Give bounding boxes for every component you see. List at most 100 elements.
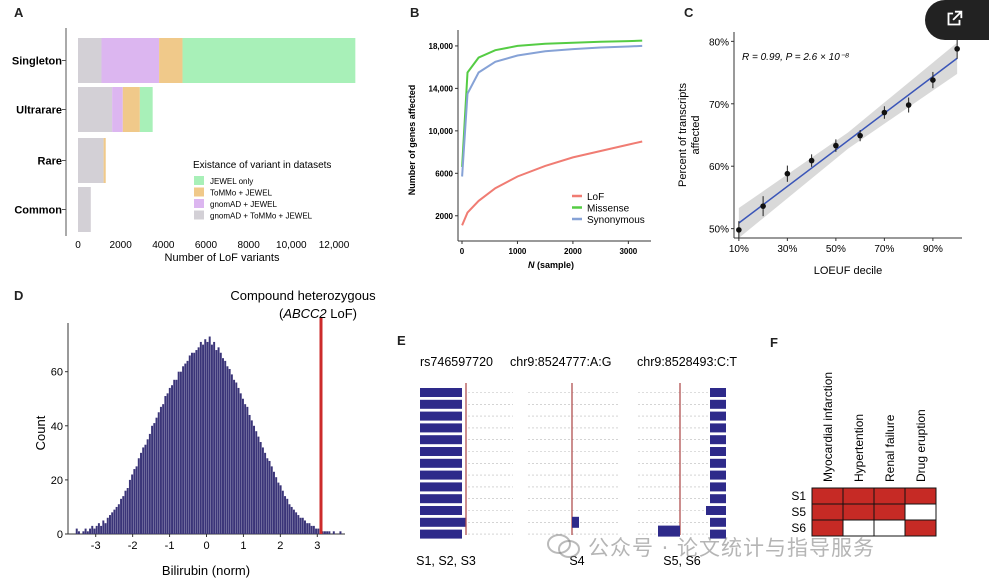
panel-d-histogram-bar (295, 512, 298, 534)
panel-d-x-tick-label: -1 (165, 540, 175, 552)
panel-f-column-label: Drug eruption (914, 409, 928, 482)
panel-b-y-tick-label: 14,000 (429, 84, 454, 93)
panel-d-histogram-bar (328, 531, 331, 534)
panel-d-histogram-bar (197, 347, 200, 534)
panel-d-histogram-bar (248, 414, 251, 534)
panel-a-bar-segment (182, 38, 356, 83)
panel-f-heatmap-cell (842, 487, 875, 505)
panel-d-histogram-bar (162, 404, 165, 534)
panel-f-row-label: S5 (791, 505, 806, 519)
panel-d-histogram-bar (261, 447, 264, 534)
watermark-text: 公众号 · 论文统计与指导服务 (588, 536, 876, 560)
panel-d-histogram-bar (95, 525, 98, 534)
panel-c-scatter-chart: 50% 60% 70% 80% 10% 30% 50% 70% 90% LOEUF decile P… (677, 32, 962, 277)
panel-f-heatmap-cell (811, 503, 844, 521)
panel-a-category-label: Ultrarare (16, 105, 62, 117)
panel-d-histogram-bar (195, 350, 198, 534)
panel-d-histogram-bar (272, 471, 275, 534)
panel-d-histogram-bar (144, 444, 147, 534)
panel-a-x-tick-label: 12,000 (319, 240, 350, 251)
panel-c-x-tick-label: 50% (826, 244, 846, 255)
panel-d-histogram-bar (190, 352, 193, 534)
panel-c-letter: C (684, 5, 694, 20)
panel-d-histogram-bar (219, 352, 222, 534)
panel-d-marker-label-line1: Compound heterozygous (230, 288, 376, 303)
panel-d-histogram-bar (120, 498, 123, 534)
panel-c-y-tick-label: 80% (709, 37, 729, 48)
panel-d-histogram-bar (323, 531, 326, 534)
panel-d-histogram-bar (332, 531, 335, 534)
panel-d-histogram-bar (100, 525, 103, 534)
panel-a-x-tick-label: 0 (75, 240, 81, 251)
panel-d-histogram-bar (122, 496, 125, 534)
panel-a-bar-segment (78, 138, 104, 183)
panel-e-sample-label: S4 (569, 554, 584, 568)
panel-d-histogram-bar (266, 458, 269, 534)
panel-d-histogram-bar (257, 436, 260, 534)
panel-a-bar-segment (103, 138, 106, 183)
panel-d-histogram-bar (177, 371, 180, 534)
panel-e-read-bar (420, 529, 462, 539)
panel-b-line-chart: 2000 6000 10,000 14,000 18,000 0 1000 2000 3000 N… (407, 30, 651, 270)
panel-c-data-point (905, 102, 912, 108)
panel-d-histogram-bar (315, 528, 318, 534)
panel-d-histogram-bar (213, 341, 216, 534)
panel-d-histogram-bar (235, 382, 238, 534)
panel-f-heatmap-cell (873, 503, 906, 521)
panel-b-series-line-missense (461, 39, 643, 167)
panel-a-bar-segment (122, 87, 140, 132)
panel-d-histogram-bar (317, 528, 320, 534)
panel-b-legend-label: LoF (587, 192, 604, 203)
panel-d-histogram-bar (142, 447, 145, 534)
panel-d-histogram-bar (75, 528, 78, 534)
panel-d-histogram-bar (306, 523, 309, 534)
panel-d-histogram-bar (246, 406, 249, 534)
panel-e-read-bar (710, 494, 726, 504)
panel-d-histogram-bar (113, 509, 116, 534)
open-external-button[interactable] (925, 0, 989, 40)
panel-f-row-label: S6 (791, 521, 806, 535)
panel-d-histogram-bar (284, 496, 287, 534)
panel-d-histogram-bar (241, 398, 244, 534)
panel-d-x-axis-label: Bilirubin (norm) (162, 563, 250, 578)
panel-c-data-point (954, 46, 960, 52)
panel-e-sample-label: S5, S6 (663, 554, 701, 568)
panel-a-bar-segment (112, 87, 123, 132)
panel-d-histogram-bar (193, 352, 196, 534)
panel-d-histogram-bar (108, 515, 111, 534)
panel-e-read-bar (420, 423, 462, 433)
panel-f-letter: F (770, 335, 778, 350)
panel-d-histogram-bar (326, 531, 329, 534)
panel-c-data-point (736, 227, 742, 233)
panel-d-histogram-bar (210, 344, 213, 534)
panel-d-histogram-bar (244, 404, 247, 534)
panel-a-stacked-bar-chart: Singleton Ultrarare Rare Common 0 2000 4000 600… (12, 28, 356, 264)
panel-d-y-tick-label: 60 (51, 367, 63, 379)
panel-c-data-point (833, 142, 839, 149)
panel-a-x-tick-label: 10,000 (276, 240, 307, 251)
panel-f-row-label: S1 (791, 489, 806, 503)
panel-e-read-bar (710, 435, 726, 445)
panel-f-heatmap-cell (904, 503, 937, 521)
panel-d-histogram-bar (228, 368, 231, 534)
panel-f-heatmap-cell (904, 519, 937, 537)
panel-d-histogram-bar (237, 387, 240, 534)
panel-e-read-bar (710, 458, 726, 468)
panel-b-series-line-synonymous (461, 44, 643, 177)
panel-d-histogram-bar (148, 433, 151, 534)
panel-d-histogram: 0 20 40 60 -3 -2 -1 0 1 2 3 Bilirubin (norm) Count Co… (33, 288, 376, 578)
panel-a-category-label: Singleton (12, 56, 62, 68)
panel-d-histogram-bar (155, 417, 158, 534)
panel-d-histogram-bar (184, 363, 187, 534)
panel-d-histogram-bar (159, 406, 162, 534)
panel-d-histogram-bar (151, 425, 154, 534)
panel-d-histogram-bar (173, 379, 176, 534)
panel-a-legend-swatch (194, 187, 204, 197)
panel-d-histogram-bar (224, 360, 227, 534)
panel-a-legend-swatch (194, 210, 204, 220)
panel-d-histogram-bar (157, 412, 160, 534)
panel-c-x-axis-label: LOEUF decile (814, 265, 882, 277)
panel-d-histogram-bar (204, 339, 207, 534)
panel-d-histogram-bar (175, 379, 178, 534)
panel-d-y-tick-label: 0 (57, 529, 63, 541)
